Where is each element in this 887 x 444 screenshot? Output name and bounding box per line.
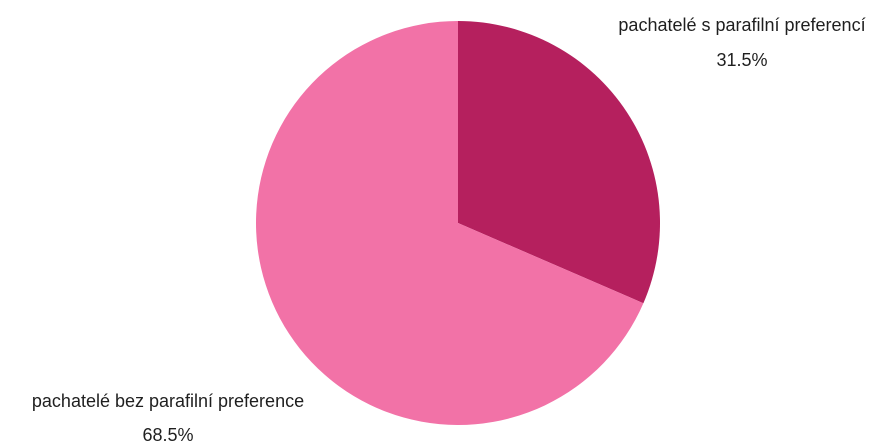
- slice-value-parafilni: 31.5%: [716, 50, 767, 70]
- slice-label-bez-parafilni: pachatelé bez parafilní preference: [32, 391, 304, 411]
- slice-label-parafilni: pachatelé s parafilní preferencí: [618, 15, 865, 35]
- slice-value-bez-parafilni: 68.5%: [142, 425, 193, 444]
- pie-slices: [255, 21, 660, 425]
- pie-slice-parafilni: [458, 21, 660, 304]
- pie-slice-bez-parafilni: [255, 21, 644, 425]
